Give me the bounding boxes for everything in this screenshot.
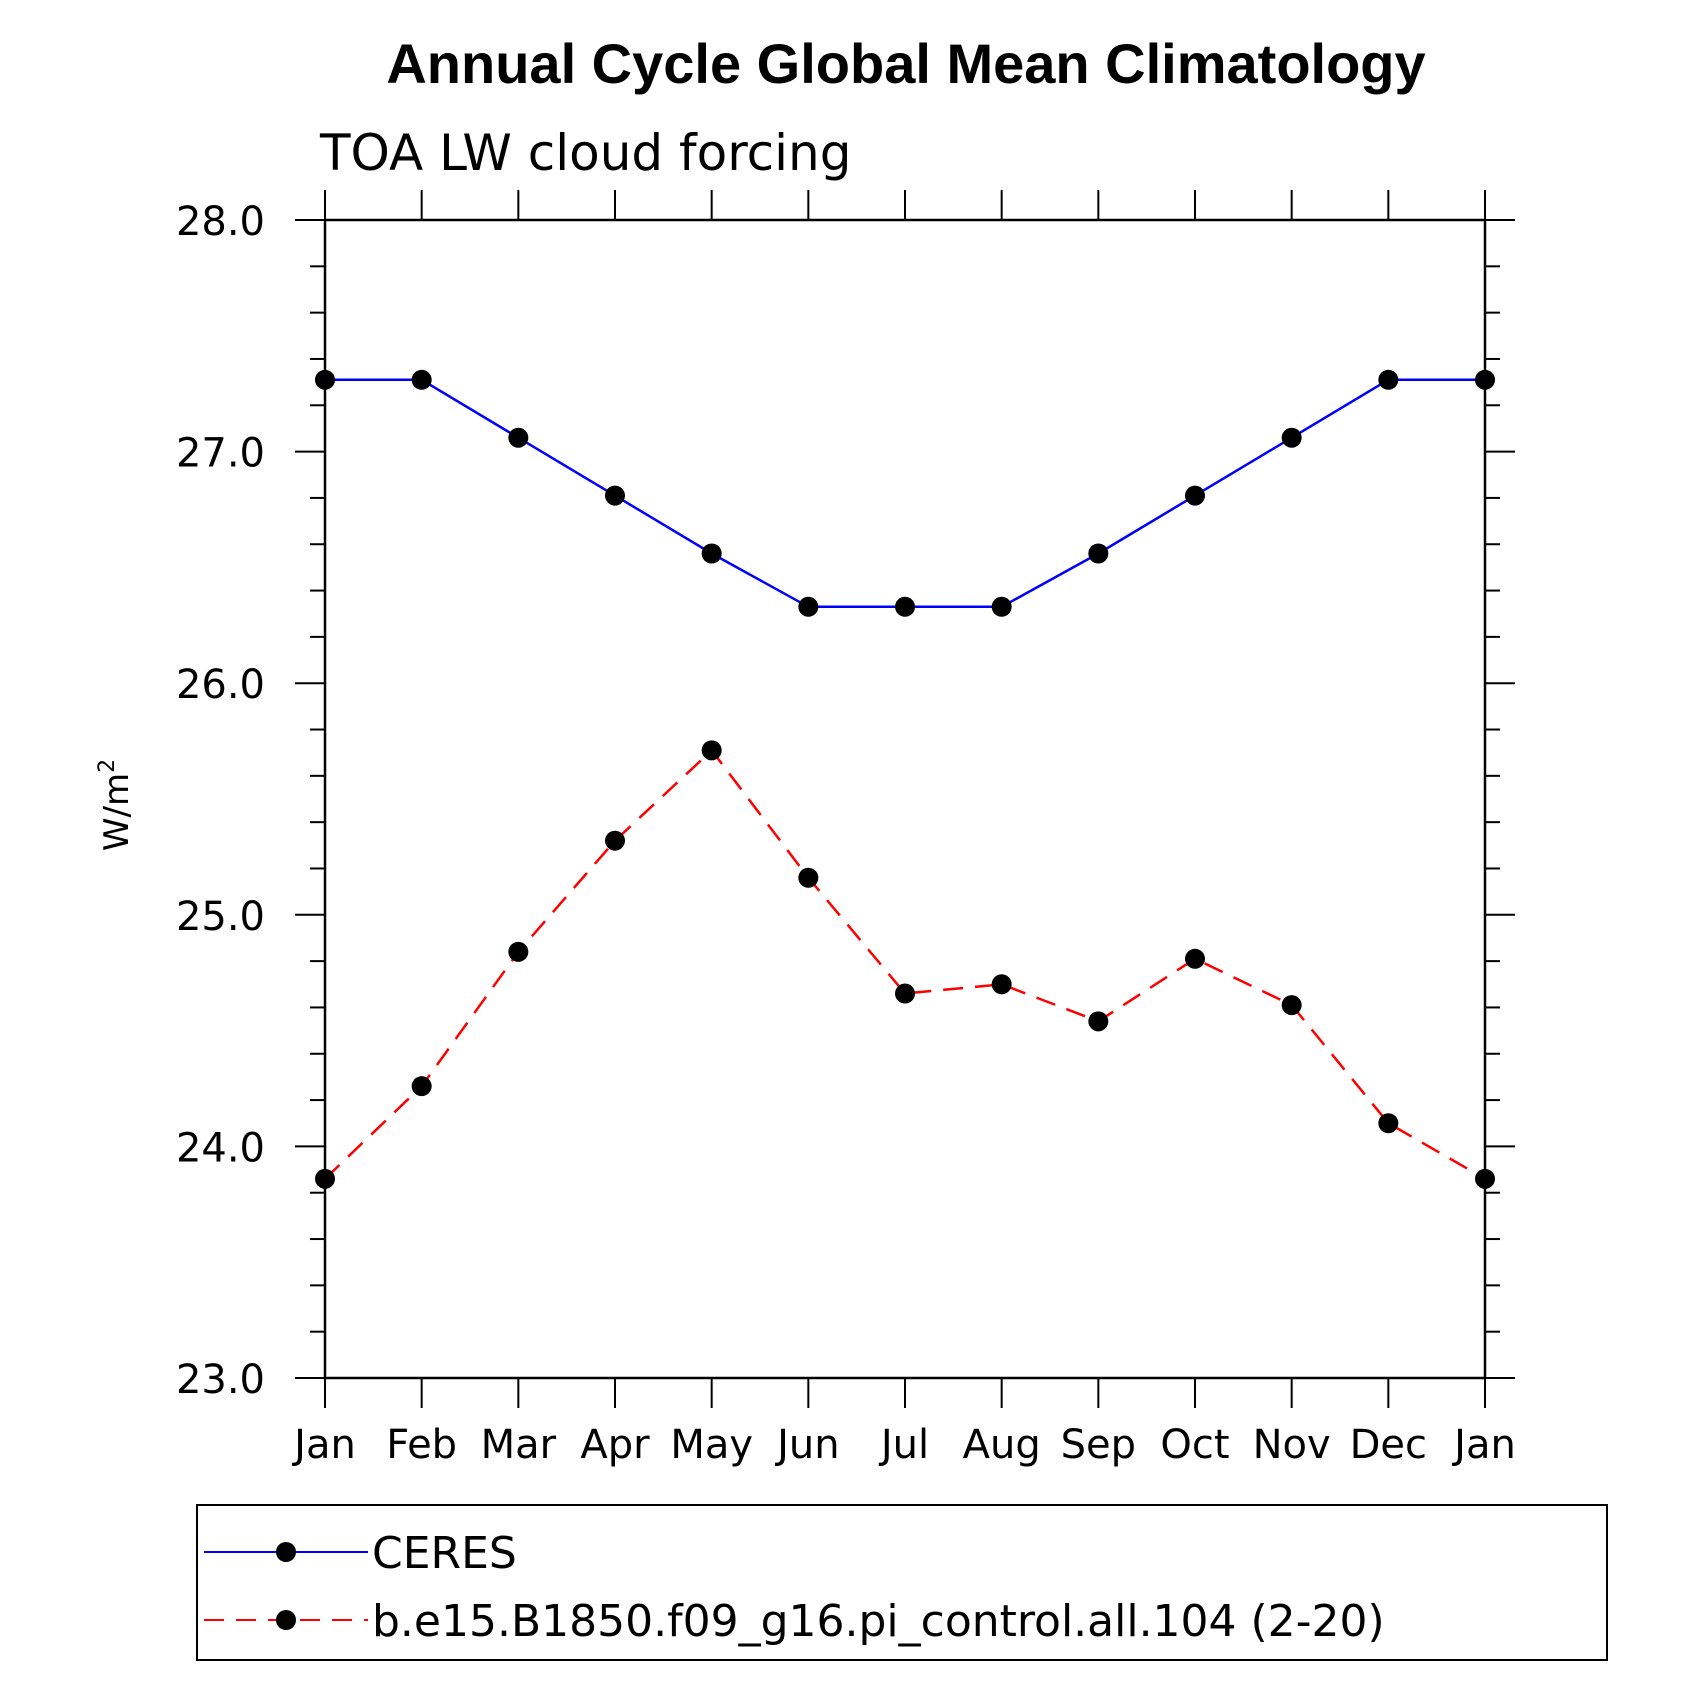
x-tick-label: Jan [1451,1422,1516,1468]
data-point [991,596,1012,617]
y-tick-label: 28.0 [176,199,265,245]
data-point [1378,1113,1399,1134]
data-point [1088,1011,1109,1032]
data-point [895,596,915,617]
data-point [991,974,1012,995]
x-tick-label: Jun [774,1422,840,1468]
data-point [411,369,432,390]
data-point [1088,543,1109,564]
series-0 [315,369,1495,617]
legend-marker-ceres [276,1542,296,1562]
data-point [1281,427,1302,448]
x-tick-label: May [670,1422,753,1468]
y-tick-label: 24.0 [176,1125,265,1171]
y-tick-label: 26.0 [176,662,265,708]
chart-title: Annual Cycle Global Mean Climatology [386,32,1425,95]
data-point [701,740,722,761]
y-axis-label: W/m2 [95,759,137,851]
y-axis-label-text: W/m [97,773,137,851]
x-tick-label: Sep [1061,1422,1136,1468]
x-tick-label: Jul [878,1422,929,1468]
x-tick-label: Mar [481,1422,557,1468]
y-axis-label-superscript: 2 [95,759,120,773]
series-line [324,748,1486,1180]
x-tick-labels: Jan Feb Mar Apr May Jun Jul Aug Sep Oct Nov Dec Jan [291,1422,1516,1468]
data-point [605,830,625,851]
data-point [1475,1168,1495,1189]
data-point [315,369,335,390]
data-point [1281,995,1302,1016]
x-tick-label: Oct [1160,1422,1229,1468]
data-point [1378,369,1399,390]
legend-box [196,1504,1608,1661]
series-layer [315,369,1495,1189]
legend-label-ceres: CERES [372,1528,517,1579]
data-point [605,485,625,506]
plot-border [323,218,1487,1380]
y-tick-label: 25.0 [176,894,265,940]
x-tick-label: Dec [1350,1422,1427,1468]
data-point [798,596,819,617]
y-tick-label: 23.0 [176,1357,265,1403]
data-point [701,543,722,564]
x-tick-label: Aug [963,1422,1041,1468]
x-tick-label: Feb [386,1422,457,1468]
y-tick-labels: 23.0 24.0 25.0 26.0 27.0 28.0 [176,199,265,1403]
data-point [1475,369,1495,390]
data-point [1185,485,1205,506]
legend-label-model: b.e15.B1850.f09_g16.pi_control.all.104 (… [372,1596,1385,1647]
data-point [508,427,529,448]
data-point [1185,948,1205,969]
chart-subtitle: TOA LW cloud forcing [319,124,851,182]
series-1 [315,740,1495,1189]
data-point [315,1168,335,1189]
data-point [508,941,529,962]
series-line [325,378,1485,609]
y-tick-label: 27.0 [176,431,265,477]
data-point [798,867,819,888]
legend-marker-model [276,1610,296,1630]
plot-frame [323,218,1487,1380]
x-tick-label: Apr [580,1422,650,1468]
legend: CERES b.e15.B1850.f09_g16.pi_control.all… [196,1504,1608,1661]
data-point [895,983,915,1004]
data-point [411,1076,432,1097]
axis-ticks [295,190,1515,1408]
x-tick-label: Nov [1253,1422,1331,1468]
x-tick-label: Jan [291,1422,356,1468]
